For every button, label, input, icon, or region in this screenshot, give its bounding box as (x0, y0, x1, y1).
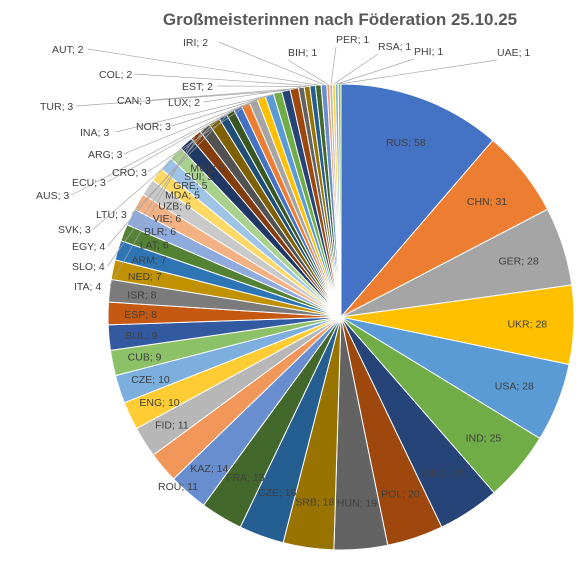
data-label-per: PER; 1 (336, 34, 369, 46)
pie-slice-rus (340, 83, 494, 319)
data-label-ecu: ECU; 3 (72, 177, 106, 189)
data-label-cro: CRO; 3 (112, 167, 147, 179)
data-label-pol: POL; 20 (381, 489, 420, 501)
leader-line-per (330, 46, 337, 85)
data-label-uzb: UZB; 6 (158, 200, 191, 212)
leader-line-cro (147, 100, 254, 173)
data-label-ned: NED; 7 (128, 271, 162, 283)
data-label-egy: EGY; 4 (72, 241, 105, 253)
data-label-hun: HUN; 19 (337, 498, 377, 510)
data-label-uae: UAE; 1 (497, 47, 530, 59)
leader-line-aus (71, 107, 238, 196)
data-label-usa: USA; 28 (495, 381, 534, 393)
data-label-gre: GRE; 5 (173, 180, 208, 192)
data-label-ind: IND; 25 (466, 432, 502, 444)
data-label-bih: BIH; 1 (288, 47, 317, 59)
data-label-arg: ARG; 3 (88, 149, 123, 161)
leader-line-ecu (107, 104, 246, 183)
data-label-cze: CZE; 10 (131, 374, 170, 386)
data-label-fra: FRA; 15 (226, 472, 265, 484)
data-label-bul: BUL; 9 (125, 330, 157, 342)
data-label-vie: VIE; 6 (153, 213, 182, 225)
data-label-mda: MDA; 5 (165, 189, 200, 201)
data-label-fid: FID; 11 (155, 420, 189, 432)
leader-line-lux (203, 87, 302, 103)
leader-line-tur (75, 90, 286, 107)
data-label-can: CAN; 3 (117, 95, 151, 107)
pie-slices (107, 83, 575, 551)
data-label-lat: LAT; 6 (140, 239, 169, 251)
leader-line-iri (218, 41, 325, 85)
leader-line-rsa (333, 53, 379, 85)
leader-line-svk (93, 116, 223, 230)
data-label-aut: AUT; 2 (52, 44, 84, 56)
data-label-slo: SLO; 4 (72, 261, 105, 273)
data-label-est: EST; 2 (182, 81, 213, 93)
data-label-rou: ROU; 11 (158, 481, 198, 493)
data-label-lux: LUX; 2 (168, 97, 200, 109)
data-label-arm: ARM; 7 (131, 255, 166, 267)
data-label-eng: ENG; 10 (139, 397, 179, 409)
data-label-rus: RUS; 58 (386, 137, 426, 149)
leader-line-ltu (131, 111, 231, 215)
data-label-ger: GER; 28 (498, 255, 538, 267)
data-label-cze: CZE; 16 (258, 487, 297, 499)
data-labels: RUS; 58 CHN; 31 GER; 28 UKR; 28 USA; 28 IND; … (36, 34, 547, 510)
data-label-ina: INA; 3 (80, 127, 109, 139)
data-label-srb: SRB; 18 (295, 497, 334, 509)
leader-line-can (152, 88, 295, 101)
data-label-chn: CHN; 31 (467, 196, 507, 208)
data-label-svk: SVK; 3 (58, 224, 91, 236)
leader-line-uae (339, 59, 498, 85)
data-label-ltu: LTU; 3 (96, 209, 127, 221)
data-label-kaz: KAZ; 14 (190, 463, 228, 475)
leader-line-phi (336, 58, 415, 85)
data-label-ukr: UKR; 28 (507, 318, 547, 330)
leader-line-ina (115, 94, 270, 133)
data-label-geo: GEO; 22 (423, 468, 464, 480)
data-label-phi: PHI; 1 (414, 46, 443, 58)
data-label-mgl: MGL; 5 (190, 163, 225, 175)
leader-lines (71, 41, 498, 287)
leader-line-arg (123, 97, 262, 155)
leader-line-aut (87, 48, 319, 86)
data-label-blr: BLR; 6 (144, 226, 176, 238)
data-label-sui: SUI; 5 (184, 171, 213, 183)
leader-line-col (134, 73, 313, 87)
data-label-ita: ITA; 4 (74, 281, 101, 293)
chart-title: Großmeisterinnen nach Föderation 25.10.2… (163, 10, 517, 29)
data-label-rsa: RSA; 1 (378, 41, 411, 53)
leader-line-est (217, 85, 307, 87)
data-label-iri: IRI; 2 (183, 37, 208, 49)
data-label-tur: TUR; 3 (40, 101, 73, 113)
data-label-esp: ESP; 8 (124, 309, 157, 321)
leader-line-slo (107, 127, 205, 267)
data-label-col: COL; 2 (99, 69, 132, 81)
data-label-cub: CUB; 9 (128, 352, 162, 364)
data-label-isr: ISR; 8 (127, 289, 156, 301)
data-label-nor: NOR; 3 (136, 121, 171, 133)
leader-line-bih (287, 59, 329, 85)
data-label-aus: AUS; 3 (36, 190, 69, 202)
leader-line-nor (171, 92, 278, 127)
